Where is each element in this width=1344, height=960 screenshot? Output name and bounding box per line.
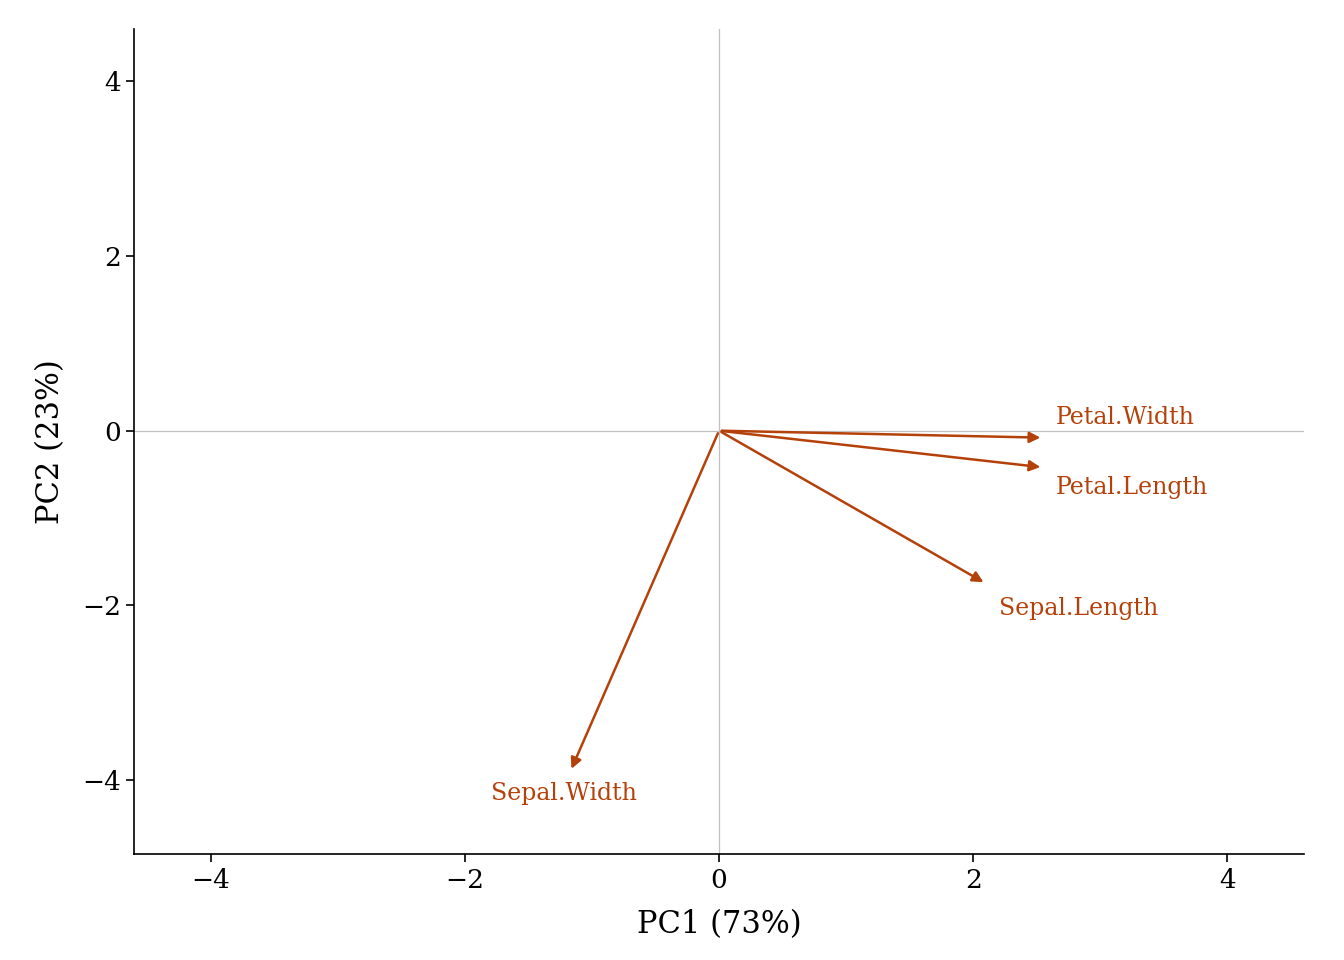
Text: Petal.Width: Petal.Width (1056, 406, 1195, 429)
Text: Sepal.Width: Sepal.Width (491, 781, 637, 804)
X-axis label: PC1 (73%): PC1 (73%) (637, 909, 801, 940)
Text: Sepal.Length: Sepal.Length (999, 597, 1159, 619)
Y-axis label: PC2 (23%): PC2 (23%) (35, 359, 66, 524)
Text: Petal.Length: Petal.Length (1056, 476, 1208, 499)
